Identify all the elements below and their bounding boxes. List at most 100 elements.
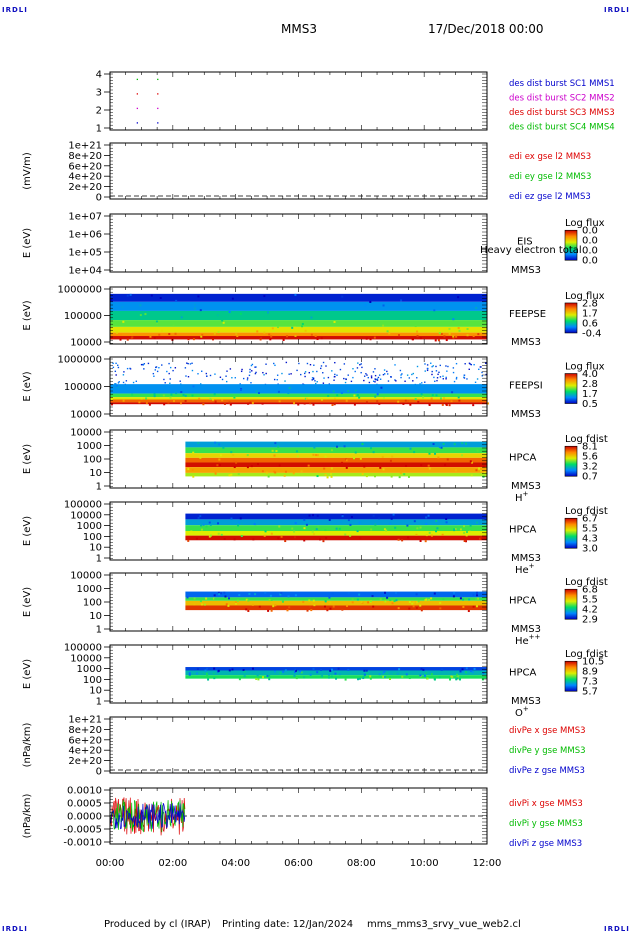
panel-hpca_h-band: [185, 472, 487, 477]
panel-hpca_o-noise: [242, 669, 245, 672]
panel-hpca_hepp-noise: [286, 609, 289, 612]
panel-feepsi-speckle: [117, 382, 120, 384]
panel-feepse-noise: [217, 330, 220, 333]
panel-hpca_hepp-noise: [264, 591, 267, 594]
panel-hpca_hepp-noise: [393, 600, 396, 603]
panel-feepsi-speckle: [419, 383, 421, 385]
panel-hpca_h-noise: [440, 446, 443, 449]
panel-feepsi-speckle: [189, 363, 192, 365]
panel-burst-legend: des dist burst SC3 MMS3: [509, 108, 615, 118]
panel-divpi-ytick-label: 0.0000: [67, 812, 102, 823]
panel-eis-ytick-label: 1e+06: [68, 230, 102, 241]
panel-hpca_he-colorbar-label: Log fdist: [565, 506, 608, 517]
panel-feepse-noise: [310, 316, 313, 319]
panel-feepse-noise: [341, 295, 344, 298]
panel-feepsi-noise: [353, 394, 356, 397]
panel-hpca_he-colorbar-tick: 4.3: [582, 534, 598, 545]
panel-hpca_h-band: [185, 441, 487, 448]
panel-hpca_h-noise: [432, 443, 435, 446]
panel-edi-ytick-label: 4e+20: [68, 172, 102, 183]
panel-hpca_he-noise: [341, 515, 344, 518]
panel-eis-colorbar-tick: 0.0: [582, 256, 598, 267]
panel-hpca_he-noise: [406, 524, 409, 527]
panel-hpca_h-colorbar-tick: 0.7: [582, 472, 598, 483]
panel-hpca_hepp-noise: [323, 605, 326, 608]
panel-feepse-spacecraft: MMS3: [511, 337, 541, 348]
panel-feepsi-speckle: [169, 382, 171, 384]
panel-hpca_hepp-noise: [272, 605, 275, 608]
panel-feepsi-noise: [116, 386, 119, 389]
panel-feepsi-noise: [376, 400, 379, 403]
panel-hpca_he-noise: [319, 538, 322, 541]
panel-hpca_he-noise: [413, 520, 416, 523]
panel-hpca_o-noise: [293, 674, 296, 677]
panel-feepsi-noise: [229, 403, 232, 406]
panel-feepse-noise: [122, 320, 125, 323]
panel-hpca_h-noise: [271, 449, 274, 452]
panel-feepsi-speckle: [439, 364, 441, 367]
panel-hpca_hepp-noise: [415, 593, 418, 596]
panel-hpca_hepp-noise: [324, 600, 327, 603]
panel-hpca_o-noise: [369, 677, 372, 680]
panel-hpca_h-noise: [343, 445, 346, 448]
panel-hpca_he-noise: [312, 514, 315, 517]
panel-hpca_o-noise: [384, 672, 387, 675]
panel-feepse-noise: [301, 322, 304, 325]
panel-burst-legend: des dist burst SC1 MMS1: [509, 79, 615, 89]
panel-hpca_hepp-noise: [476, 591, 479, 594]
panel-hpca_he-noise: [217, 532, 220, 535]
panel-hpca_o-noise: [273, 670, 276, 673]
panel-hpca_o-colorbar-label: Log fdist: [565, 649, 608, 660]
panel-feepsi-speckle: [352, 376, 354, 379]
panel-hpca_he-noise: [425, 516, 428, 519]
panel-feepse-noise: [416, 335, 419, 338]
panel-divpe-legend: divPe y gse MMS3: [509, 746, 586, 756]
panel-feepsi-speckle: [114, 370, 117, 373]
panel-feepsi-speckle: [343, 363, 346, 365]
panel-feepsi-colorbar: [564, 373, 578, 404]
panel-feepsi-noise: [184, 394, 187, 397]
panel-feepsi-noise: [182, 393, 185, 396]
panel-feepsi-spacecraft: MMS3: [511, 409, 541, 420]
panel-hpca_h-noise: [300, 470, 303, 473]
panel-hpca_o-ytick-label: 1000: [77, 664, 102, 675]
panel-feepsi-speckle: [285, 361, 288, 364]
panel-hpca_hepp-noise: [476, 597, 479, 600]
panel-feepsi-speckle: [313, 364, 315, 366]
panel-feepse-noise: [316, 338, 319, 341]
panel-feepsi-speckle: [154, 369, 157, 371]
panel-feepse-noise: [333, 321, 336, 324]
panel-feepsi-speckle: [426, 364, 429, 366]
panel-feepsi-speckle: [312, 378, 315, 380]
panel-feepsi-colorbar-label: Log flux: [565, 362, 605, 373]
panel-hpca_hepp-noise: [415, 606, 418, 609]
panel-hpca_h-noise: [437, 456, 440, 459]
panel-feepsi-speckle: [185, 375, 187, 377]
panel-hpca_he-noise: [392, 513, 395, 516]
panel-feepse-noise: [293, 326, 296, 329]
panel-hpca_hepp-noise: [412, 601, 415, 604]
panel-feepsi-speckle: [255, 371, 257, 374]
panel-hpca_o: Log fdist10.58.97.35.7HPCAMMS3O+10000010…: [22, 643, 608, 720]
panel-burst-point: [136, 93, 139, 95]
panel-feepsi-speckle: [474, 381, 477, 383]
panel-feepsi-speckle: [437, 373, 439, 376]
panel-feepse-noise: [187, 338, 190, 341]
panel-hpca_h-ytick-label: 1000: [77, 441, 102, 452]
panel-feepse-noise: [131, 336, 134, 339]
panel-feepsi-speckle: [473, 363, 475, 366]
panel-hpca_hepp-noise: [428, 598, 431, 601]
panel-hpca_he-noise: [358, 521, 361, 524]
panel-feepsi-noise: [435, 394, 438, 397]
panel-hpca_hepp-noise: [472, 605, 475, 608]
panel-hpca_he-noise: [476, 521, 479, 524]
panel-hpca_he-noise: [484, 518, 487, 521]
panel-hpca_o-ylabel: E (eV): [22, 659, 33, 689]
panel-hpca_o-ytick-label: 10000: [70, 653, 102, 664]
panel-hpca_o-noise: [217, 669, 220, 672]
panel-divpe-legend: divPe z gse MMS3: [509, 766, 585, 776]
panel-hpca_he-noise: [359, 537, 362, 540]
panel-hpca_o-noise: [461, 670, 464, 673]
panel-feepsi-noise: [414, 398, 417, 401]
